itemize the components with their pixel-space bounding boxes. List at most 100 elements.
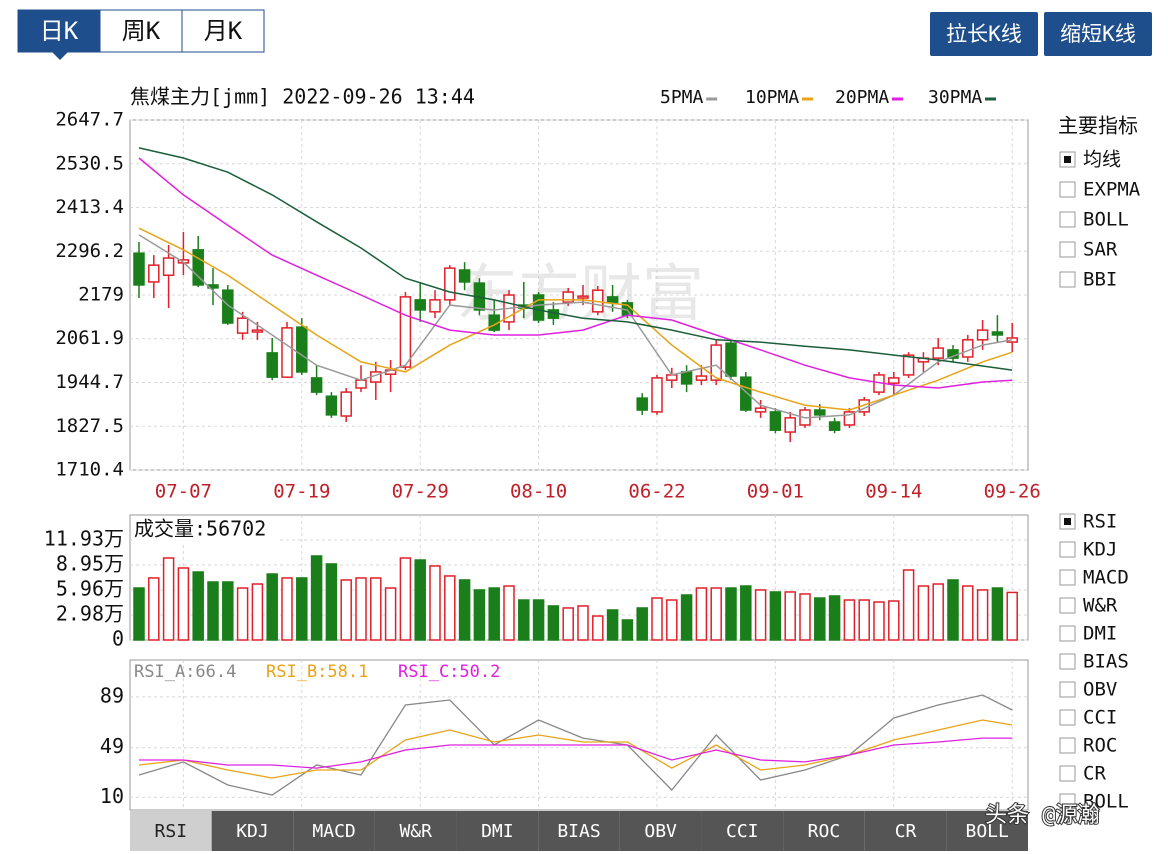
legend-label: 5PMA bbox=[660, 87, 704, 108]
indicator-tab-label: KDJ bbox=[236, 821, 269, 842]
indicator-tab[interactable] bbox=[538, 811, 620, 851]
indicator-tab[interactable] bbox=[619, 811, 702, 851]
volume-bar bbox=[947, 579, 959, 641]
checkbox[interactable] bbox=[1059, 271, 1076, 288]
x-tick-label: 08-10 bbox=[510, 481, 567, 503]
indicator-tab-label: DMI bbox=[481, 821, 514, 842]
checkbox[interactable] bbox=[1059, 653, 1076, 670]
checkbox[interactable] bbox=[1059, 569, 1076, 586]
candle-body bbox=[266, 352, 278, 378]
period-tab[interactable] bbox=[99, 9, 183, 53]
checkbox-label: BIAS bbox=[1083, 651, 1129, 673]
checkbox[interactable] bbox=[1059, 625, 1076, 642]
volume-bar bbox=[236, 587, 249, 641]
candle-body bbox=[444, 267, 456, 301]
candle-body bbox=[399, 296, 412, 368]
candle-body bbox=[695, 375, 708, 381]
candle-body bbox=[532, 294, 545, 321]
volume-bar bbox=[769, 591, 782, 641]
indicator-tab-label: BIAS bbox=[557, 821, 600, 842]
candle-body bbox=[577, 295, 589, 299]
rsi-line bbox=[139, 737, 1013, 769]
y-tick-label: 1710.4 bbox=[55, 459, 124, 481]
checkbox-label: BOLL bbox=[1083, 209, 1129, 231]
indicator-tab[interactable] bbox=[946, 811, 1028, 851]
volume-bar bbox=[814, 597, 826, 641]
volume-bar bbox=[503, 585, 515, 641]
chart-title: 焦煤主力[jmm] 2022-09-26 13:44 bbox=[130, 85, 475, 109]
checkbox-label: CCI bbox=[1083, 707, 1117, 729]
y-tick-label: 10 bbox=[100, 784, 124, 808]
ma-line bbox=[138, 147, 1013, 371]
volume-bar bbox=[399, 557, 412, 641]
volume-bar bbox=[917, 585, 930, 641]
volume-bar bbox=[473, 589, 486, 641]
indicator-tab-label: CR bbox=[895, 821, 917, 842]
volume-bar bbox=[192, 571, 204, 641]
indicator-tab-label: BOLL bbox=[966, 821, 1010, 842]
y-tick-label: 89 bbox=[100, 683, 124, 707]
indicator-tab[interactable] bbox=[456, 811, 539, 851]
checkbox[interactable] bbox=[1059, 211, 1076, 228]
candle-body bbox=[251, 329, 264, 333]
candle-body bbox=[666, 374, 678, 381]
volume-bar bbox=[458, 579, 471, 641]
volume-bar bbox=[725, 587, 737, 641]
period-tab[interactable] bbox=[17, 9, 101, 53]
volume-bar bbox=[251, 583, 264, 641]
period-tab[interactable] bbox=[181, 9, 265, 53]
indicator-tab[interactable] bbox=[293, 811, 375, 851]
checkbox[interactable] bbox=[1059, 541, 1076, 558]
checkbox[interactable] bbox=[1059, 709, 1076, 726]
candle-body bbox=[458, 269, 471, 283]
x-tick-label: 09-01 bbox=[747, 481, 804, 503]
volume-bar bbox=[710, 587, 722, 641]
volume-bar bbox=[162, 557, 175, 641]
volume-bar bbox=[133, 587, 145, 641]
tab-pointer bbox=[52, 52, 68, 60]
volume-bar bbox=[843, 599, 856, 641]
checkbox-label: MACD bbox=[1083, 567, 1129, 589]
volume-bar bbox=[784, 591, 796, 641]
volume-bar bbox=[962, 585, 974, 641]
indicator-tab[interactable] bbox=[130, 811, 212, 851]
y-tick-label: 5.96万 bbox=[56, 577, 124, 601]
candle-body bbox=[962, 339, 974, 358]
indicator-tab[interactable] bbox=[783, 811, 865, 851]
candle-body bbox=[888, 377, 900, 384]
ma-line bbox=[138, 157, 1013, 389]
zoom-button[interactable] bbox=[930, 12, 1038, 56]
checkbox-label: DMI bbox=[1083, 623, 1117, 645]
volume-bar bbox=[828, 595, 841, 641]
checkbox[interactable] bbox=[1059, 793, 1076, 810]
volume-bar bbox=[621, 619, 634, 641]
volume-label: 成交量:56702 bbox=[134, 517, 266, 541]
candle-body bbox=[784, 417, 796, 433]
indicator-tab-label: OBV bbox=[644, 821, 677, 842]
volume-bar bbox=[444, 575, 456, 641]
checkbox[interactable] bbox=[1059, 737, 1076, 754]
volume-bar bbox=[222, 581, 234, 641]
volume-bar bbox=[370, 577, 382, 641]
indicator-tab[interactable] bbox=[864, 811, 947, 851]
checkbox-label: BOLL bbox=[1083, 791, 1129, 813]
checkbox[interactable] bbox=[1059, 181, 1076, 198]
volume-bar bbox=[651, 597, 663, 641]
checkbox-mark bbox=[1064, 156, 1071, 163]
checkbox-label: OBV bbox=[1083, 679, 1117, 701]
indicator-tab[interactable] bbox=[701, 811, 784, 851]
y-tick-label: 2647.7 bbox=[55, 109, 124, 131]
checkbox[interactable] bbox=[1059, 681, 1076, 698]
indicator-tab-label: RSI bbox=[155, 821, 188, 842]
indicator-tab[interactable] bbox=[211, 811, 294, 851]
zoom-button-label: 拉长K线 bbox=[946, 22, 1022, 46]
indicator-tab[interactable] bbox=[374, 811, 457, 851]
zoom-button[interactable] bbox=[1044, 12, 1152, 56]
checkbox[interactable] bbox=[1059, 597, 1076, 614]
candle-body bbox=[976, 329, 989, 341]
rsi-line bbox=[138, 694, 1013, 796]
checkbox[interactable] bbox=[1059, 765, 1076, 782]
checkbox[interactable] bbox=[1059, 241, 1076, 258]
volume-bar bbox=[858, 599, 870, 641]
